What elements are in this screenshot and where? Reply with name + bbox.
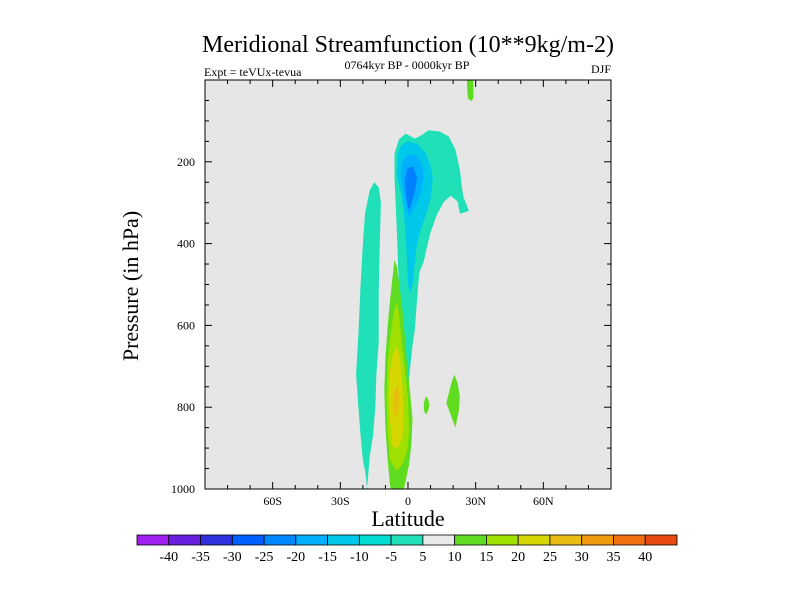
colorbar-swatch xyxy=(517,534,551,546)
colorbar-swatch xyxy=(168,534,201,546)
contour-regions xyxy=(356,80,474,489)
colorbar-label: -40 xyxy=(159,550,178,565)
colorbar-swatch xyxy=(422,534,456,546)
colorbar-swatch xyxy=(486,534,519,546)
y-tick-label: 1000 xyxy=(171,482,195,496)
colorbar-swatch xyxy=(390,534,424,546)
colorbar-label: 10 xyxy=(448,550,462,565)
y-tick-label: 400 xyxy=(177,237,195,251)
colorbar-swatch xyxy=(136,534,170,546)
x-tick-label: 0 xyxy=(405,494,411,508)
colorbar-label: 30 xyxy=(575,550,589,565)
x-tick-label: 60N xyxy=(533,494,554,508)
colorbar-swatch xyxy=(231,534,265,546)
axis-ticks xyxy=(205,80,611,489)
contour-region-upper-positive-sliver xyxy=(466,80,474,102)
colorbar-swatch xyxy=(613,534,646,546)
colorbar-label: -30 xyxy=(223,550,242,565)
season-label: DJF xyxy=(591,62,611,76)
colorbar-swatch xyxy=(454,534,487,546)
x-tick-label: 60S xyxy=(263,494,282,508)
y-axis-label: Pressure (in hPa) xyxy=(118,211,143,361)
colorbar-label: 25 xyxy=(543,550,557,565)
x-tick-label: 30N xyxy=(465,494,486,508)
colorbar-label: 5 xyxy=(419,550,426,565)
x-tick-label: 30S xyxy=(331,494,350,508)
colorbar-label: 40 xyxy=(638,550,652,565)
x-axis-label: Latitude xyxy=(371,506,444,531)
colorbar-label: -25 xyxy=(255,550,274,565)
colorbar-swatch xyxy=(581,534,614,546)
colorbar-label: -20 xyxy=(286,550,305,565)
colorbar-label: 15 xyxy=(479,550,493,565)
y-tick-label: 800 xyxy=(177,400,195,414)
colorbar-swatch xyxy=(549,534,583,546)
contour-region-tropical-negative-cell-core xyxy=(404,166,417,211)
y-tick-label: 200 xyxy=(177,155,195,169)
experiment-label: Expt = teVUx-tevua xyxy=(204,65,302,79)
colorbar-swatch xyxy=(644,534,678,546)
y-tick-label: 600 xyxy=(177,318,195,332)
chart-subtitle: 0764kyr BP - 0000kyr BP xyxy=(345,58,470,72)
contour-region-positive-cell-core xyxy=(393,384,399,418)
colorbar-label: 20 xyxy=(511,550,525,565)
colorbar-label: -10 xyxy=(350,550,369,565)
colorbar-swatch xyxy=(200,534,233,546)
contour-region-nh-small-positive-blob-b xyxy=(446,374,460,428)
contour-region-sh-weak-negative-cell xyxy=(356,182,381,489)
colorbar-swatch xyxy=(327,534,360,546)
plot-area xyxy=(204,79,612,490)
colorbar-swatch xyxy=(358,534,392,546)
colorbar-label: 35 xyxy=(606,550,620,565)
contour-region-nh-small-positive-blob-a xyxy=(423,395,430,415)
colorbar-swatch xyxy=(295,534,328,546)
colorbar-label: -35 xyxy=(191,550,210,565)
colorbar: -40 -35 -30 -25 -20 -15 -10 -5 5 10 15 20 25 30 35 40 xyxy=(136,534,678,565)
colorbar-label: -15 xyxy=(318,550,337,565)
colorbar-swatch xyxy=(263,534,297,546)
colorbar-label: -5 xyxy=(385,550,397,565)
chart-title: Meridional Streamfunction (10**9kg/m-2) xyxy=(202,32,614,58)
